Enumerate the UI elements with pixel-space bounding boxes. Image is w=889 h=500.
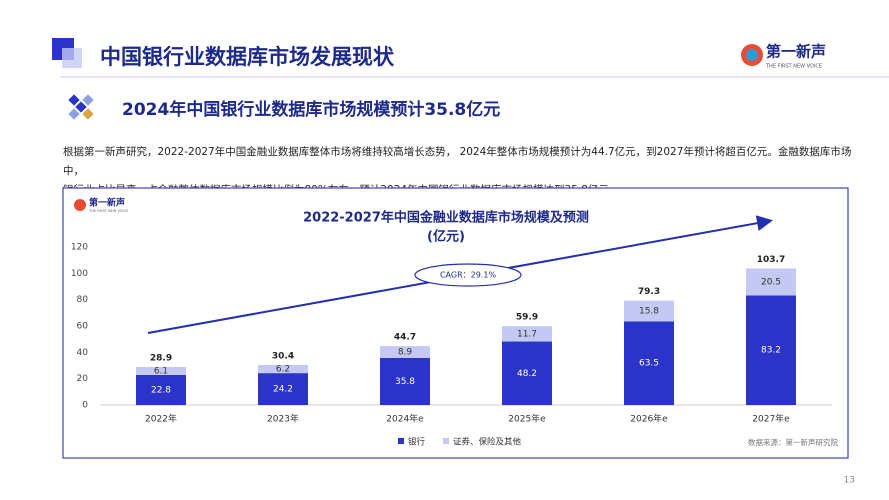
legend-label: 证券、保险及其他: [453, 437, 522, 448]
y-tick-label: 100: [71, 269, 88, 279]
legend-label: 银行: [408, 437, 426, 448]
bar-segment: [746, 295, 796, 405]
total-label: 103.7: [757, 255, 785, 265]
chart-logo-mark: [74, 199, 86, 211]
chart-frame: [62, 187, 849, 459]
bar-segment: [502, 326, 552, 342]
bar-segment: [136, 374, 186, 405]
y-tick-label: 60: [77, 322, 89, 332]
chart-logo-sub: THE FIRST NEW VOICE: [88, 209, 128, 213]
y-tick-label: 20: [77, 374, 89, 384]
subtitle-icon: [68, 94, 94, 120]
bar-segment: [380, 346, 430, 358]
data-label: 15.8: [639, 306, 659, 316]
legend-swatch: [443, 438, 450, 444]
data-label: 83.2: [761, 346, 781, 356]
y-tick-label: 40: [77, 348, 89, 358]
cagr-bubble: [414, 263, 522, 287]
bar-segment: [380, 357, 430, 405]
data-label: 22.8: [151, 385, 171, 395]
data-label: 63.5: [639, 359, 659, 369]
chart: 第一新声 THE FIRST NEW VOICE 2022-2027年中国金融业…: [62, 187, 849, 459]
x-tick-label: 2025年e: [508, 413, 546, 425]
data-label: 11.7: [517, 329, 537, 339]
data-label: 24.2: [273, 385, 293, 395]
bar-segment: [746, 268, 796, 296]
bar-segment: [624, 300, 674, 322]
paragraph-line: 根据第一新声研究，2022-2027年中国金融业数据库整体市场将维持较高增长态势…: [63, 146, 852, 177]
annotation: CAGR：29.1%: [440, 271, 496, 280]
bar-segment: [502, 341, 552, 405]
total-label: 44.7: [394, 333, 416, 343]
chart-title: 2022-2027年中国金融业数据库市场规模及预测: [303, 210, 589, 226]
x-tick-label: 2027年e: [752, 413, 790, 425]
chart-subtitle: (亿元): [427, 229, 465, 245]
total-label: 59.9: [516, 313, 538, 323]
bar-segment: [136, 366, 186, 375]
y-tick-label: 80: [77, 295, 89, 305]
header-deco: [62, 48, 82, 68]
data-label: 6.2: [276, 365, 290, 375]
bar-segment: [624, 321, 674, 405]
logo: 第一新声: [766, 43, 826, 61]
bar-segment: [258, 364, 308, 374]
x-tick-label: 2023年: [267, 413, 299, 425]
legend-swatch: [398, 438, 404, 444]
page-number: 13: [844, 476, 855, 486]
x-tick-label: 2022年: [145, 413, 177, 425]
logo-sub: THE FIRST NEW VOICE: [765, 64, 822, 70]
total-label: 79.3: [638, 287, 660, 297]
subtitle: 2024年中国银行业数据库市场规模预计35.8亿元: [122, 99, 500, 120]
total-label: 30.4: [272, 351, 294, 361]
data-label: 8.9: [398, 348, 413, 358]
bar-segment: [258, 373, 308, 405]
logo-mark: [746, 49, 758, 61]
x-tick-label: 2026年e: [630, 413, 668, 425]
data-label: 48.2: [517, 369, 537, 379]
data-label: 35.8: [395, 377, 415, 387]
y-tick-label: 0: [82, 401, 88, 411]
total-label: 28.9: [150, 353, 172, 363]
y-tick-label: 120: [71, 243, 88, 253]
data-label: 6.1: [154, 366, 168, 376]
x-tick-label: 2024年e: [386, 413, 424, 425]
header-title: 中国银行业数据库市场发展现状: [100, 45, 395, 69]
chart-logo: 第一新声: [89, 197, 125, 209]
data-label: 20.5: [761, 277, 781, 287]
source: 数据来源：第一新声研究院: [748, 437, 838, 447]
